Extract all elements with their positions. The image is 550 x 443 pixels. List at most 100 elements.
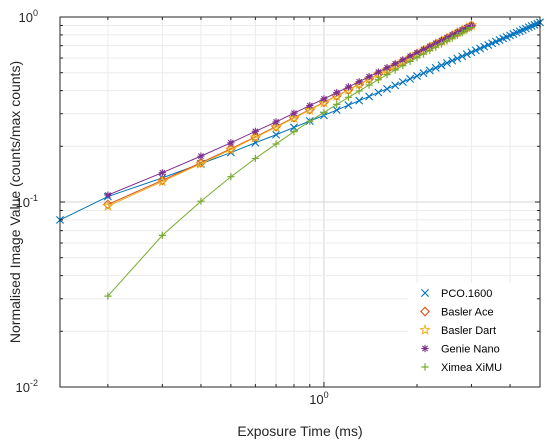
data-point-genie-nano xyxy=(333,89,341,97)
data-point-pco-1600 xyxy=(365,92,374,101)
data-point-genie-nano xyxy=(365,73,373,81)
data-point-ximea-ximu xyxy=(463,26,471,34)
data-point-pco-1600 xyxy=(448,56,457,65)
data-point-basler-dart xyxy=(102,200,114,212)
data-point-pco-1600 xyxy=(344,101,353,110)
legend-label-pco-1600: PCO.1600 xyxy=(441,288,492,300)
x-axis-label: Exposure Time (ms) xyxy=(237,423,362,439)
data-point-ximea-ximu xyxy=(333,100,341,108)
data-point-ximea-ximu xyxy=(251,154,259,163)
data-point-basler-dart xyxy=(270,121,282,133)
data-point-pco-1600 xyxy=(332,106,341,115)
legend-label-genie-nano: Genie Nano xyxy=(441,344,500,356)
legend-item-genie-nano: Genie Nano xyxy=(421,344,500,356)
data-point-pco-1600 xyxy=(480,42,489,51)
data-point-ximea-ximu xyxy=(419,50,428,58)
data-point-basler-ace xyxy=(195,157,206,168)
data-point-genie-nano xyxy=(104,191,112,199)
legend-item-ximea-ximu: Ximea XiMU xyxy=(421,362,502,374)
data-point-ximea-ximu xyxy=(355,87,363,95)
data-point-ximea-ximu xyxy=(344,93,353,101)
data-point-genie-nano xyxy=(426,42,434,50)
data-point-ximea-ximu xyxy=(158,231,166,239)
data-point-genie-nano xyxy=(399,56,407,64)
data-point-genie-nano xyxy=(158,169,166,177)
data-point-pco-1600 xyxy=(413,71,421,80)
data-point-ximea-ximu xyxy=(365,81,373,89)
data-point-ximea-ximu xyxy=(413,54,421,62)
data-point-ximea-ximu xyxy=(391,66,399,74)
legend-marker-pco-1600 xyxy=(421,289,429,297)
data-point-basler-dart xyxy=(156,175,169,187)
y-tick-label: 100 xyxy=(19,8,38,25)
series-layer xyxy=(56,18,544,300)
legend-marker-genie-nano xyxy=(421,344,429,353)
data-point-ximea-ximu xyxy=(406,57,414,66)
data-point-ximea-ximu xyxy=(399,62,407,70)
series-genie-nano xyxy=(104,21,476,199)
data-point-genie-nano xyxy=(437,36,446,45)
data-point-ximea-ximu xyxy=(227,173,235,181)
data-point-ximea-ximu xyxy=(197,197,205,205)
data-point-pco-1600 xyxy=(442,59,451,68)
legend-marker-ximea-ximu xyxy=(421,363,429,371)
data-point-genie-nano xyxy=(344,83,353,91)
data-point-pco-1600 xyxy=(391,81,400,90)
data-point-ximea-ximu xyxy=(448,34,456,42)
data-point-basler-ace xyxy=(271,121,282,132)
data-point-basler-ace xyxy=(102,199,113,210)
data-point-genie-nano xyxy=(432,39,440,47)
data-point-genie-nano xyxy=(197,152,205,160)
legend-label-ximea-ximu: Ximea XiMU xyxy=(441,362,502,374)
data-point-pco-1600 xyxy=(398,78,407,87)
legend-item-basler-ace: Basler Ace xyxy=(420,307,494,319)
data-point-basler-ace xyxy=(225,143,236,154)
data-point-ximea-ximu xyxy=(453,31,461,39)
data-point-pco-1600 xyxy=(462,50,471,59)
data-point-genie-nano xyxy=(413,49,421,57)
data-point-genie-nano xyxy=(290,109,298,117)
legend-label-basler-ace: Basler Ace xyxy=(441,307,494,319)
x-tick-label: 100 xyxy=(309,390,328,407)
data-point-pco-1600 xyxy=(484,40,493,49)
data-point-ximea-ximu xyxy=(320,108,328,117)
data-point-pco-1600 xyxy=(431,63,440,72)
data-point-basler-dart xyxy=(304,104,316,115)
data-point-pco-1600 xyxy=(425,66,434,75)
data-point-genie-nano xyxy=(227,139,235,147)
data-point-genie-nano xyxy=(406,52,414,60)
data-point-pco-1600 xyxy=(406,74,415,83)
data-point-ximea-ximu xyxy=(432,43,440,51)
data-point-pco-1600 xyxy=(383,84,392,93)
data-point-genie-nano xyxy=(251,127,259,135)
y-tick-label: 10-2 xyxy=(16,378,38,395)
data-point-basler-ace xyxy=(250,131,261,142)
data-point-pco-1600 xyxy=(527,22,536,30)
legend-label-basler-dart: Basler Dart xyxy=(441,325,496,337)
data-point-basler-ace xyxy=(157,175,168,186)
data-point-ximea-ximu xyxy=(306,117,314,125)
data-point-genie-nano xyxy=(391,60,399,68)
data-point-basler-dart xyxy=(288,112,300,124)
y-axis-label: Normalised Image Value (counts/max count… xyxy=(7,61,23,343)
data-point-basler-dart xyxy=(225,143,237,155)
legend-item-pco-1600: PCO.1600 xyxy=(421,288,492,300)
data-point-pco-1600 xyxy=(453,54,462,63)
ticks: 100 100 10-1 10-2 xyxy=(16,8,540,407)
y-tick-label: 10-1 xyxy=(16,193,38,210)
data-point-genie-nano xyxy=(272,118,280,126)
data-point-pco-1600 xyxy=(471,46,480,55)
legend-marker-basler-dart xyxy=(419,323,431,335)
data-point-ximea-ximu xyxy=(467,23,476,32)
data-point-basler-dart xyxy=(318,96,330,108)
data-point-pco-1600 xyxy=(530,20,539,29)
data-point-pco-1600 xyxy=(467,48,476,57)
data-point-pco-1600 xyxy=(272,130,281,139)
data-point-genie-nano xyxy=(355,78,363,86)
data-point-ximea-ximu xyxy=(426,46,434,55)
data-point-ximea-ximu xyxy=(374,76,382,84)
data-point-pco-1600 xyxy=(355,96,364,105)
data-point-genie-nano xyxy=(419,45,428,54)
legend-item-basler-dart: Basler Dart xyxy=(419,323,496,337)
